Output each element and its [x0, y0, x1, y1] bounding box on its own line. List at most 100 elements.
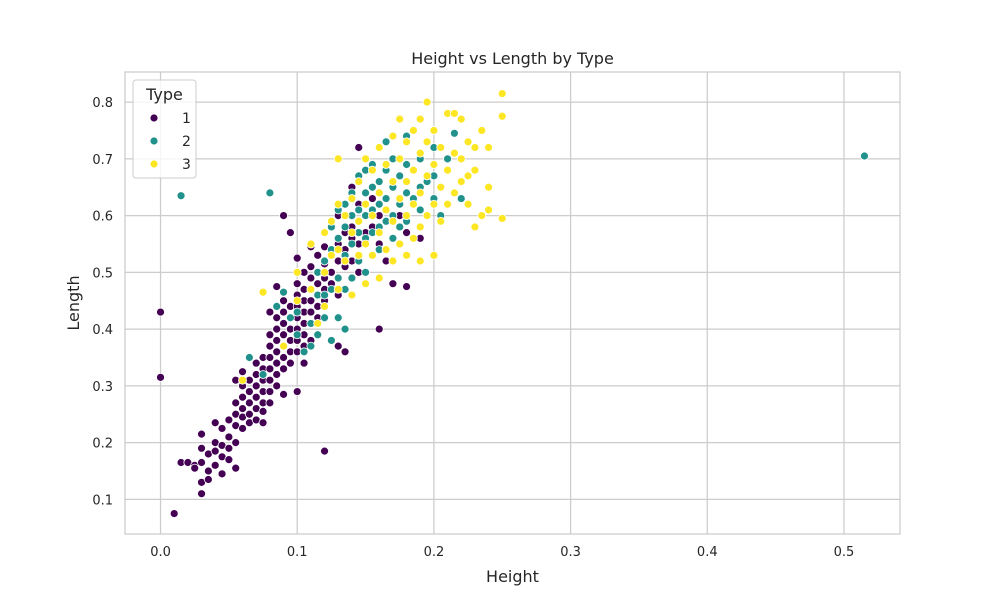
data-point	[279, 307, 288, 317]
data-point	[415, 222, 425, 232]
data-point	[402, 250, 411, 260]
data-point	[484, 205, 493, 215]
data-point	[367, 194, 377, 203]
data-point	[299, 347, 309, 357]
data-point	[354, 205, 364, 215]
data-point	[374, 324, 384, 334]
data-point	[292, 307, 302, 317]
data-point	[197, 429, 206, 439]
data-point	[210, 446, 220, 456]
data-point	[285, 228, 295, 238]
data-point	[231, 463, 241, 473]
data-point	[456, 114, 466, 124]
data-point	[320, 228, 329, 238]
data-point	[333, 273, 343, 283]
data-point	[340, 324, 350, 334]
data-point	[279, 287, 288, 297]
data-point	[395, 154, 405, 164]
data-point	[333, 154, 343, 164]
data-point	[402, 228, 411, 238]
data-point	[470, 222, 480, 232]
data-point	[463, 171, 473, 181]
data-point	[244, 353, 254, 362]
data-point	[395, 194, 405, 203]
data-point	[388, 216, 398, 226]
data-point	[279, 364, 288, 374]
data-point	[422, 97, 432, 107]
data-point	[395, 114, 405, 124]
data-point	[409, 233, 418, 243]
data-point	[224, 415, 234, 425]
data-point	[279, 341, 288, 351]
data-point	[313, 279, 323, 289]
data-point	[272, 381, 282, 391]
data-point	[436, 143, 446, 152]
data-point	[272, 313, 282, 323]
data-point	[238, 404, 247, 413]
data-point	[320, 267, 329, 277]
data-point	[354, 177, 364, 186]
data-point	[320, 256, 329, 266]
data-point	[381, 137, 391, 147]
data-point	[374, 273, 384, 283]
data-point	[320, 290, 329, 300]
data-point	[409, 199, 418, 209]
data-point	[265, 364, 275, 374]
data-point	[285, 313, 295, 323]
data-point	[361, 154, 370, 164]
data-point	[306, 296, 316, 306]
plot-area	[125, 72, 900, 534]
data-point	[292, 330, 302, 340]
data-point	[272, 370, 282, 379]
data-point	[313, 319, 323, 328]
data-point	[381, 205, 391, 215]
data-point	[443, 165, 452, 175]
data-point	[361, 279, 370, 289]
data-point	[333, 199, 343, 209]
data-point	[299, 358, 309, 368]
data-point	[292, 267, 302, 277]
data-point	[238, 367, 247, 377]
data-point	[265, 307, 275, 317]
data-point	[265, 188, 275, 198]
data-point	[176, 191, 186, 201]
data-point	[258, 407, 268, 416]
y-tick-labels: 0.1 0.2 0.3 0.4 0.5 0.6 0.7 0.8	[92, 96, 113, 508]
data-point	[450, 148, 459, 158]
legend-label: 1	[182, 111, 191, 127]
legend-item: 3	[149, 157, 191, 173]
data-point	[484, 182, 493, 192]
data-point	[497, 111, 507, 121]
data-point	[285, 358, 295, 368]
data-point	[272, 336, 282, 345]
data-point	[292, 296, 302, 306]
data-point	[456, 177, 466, 186]
plot-frame	[124, 71, 901, 535]
y-tick-label: 0.6	[92, 210, 113, 225]
data-point	[470, 165, 480, 175]
data-point	[169, 509, 179, 518]
data-point	[326, 250, 336, 260]
data-point	[381, 160, 391, 169]
data-point	[450, 109, 459, 118]
data-point	[367, 165, 377, 175]
data-point	[415, 256, 425, 266]
data-point	[320, 313, 329, 323]
data-point	[429, 160, 439, 169]
data-point	[197, 443, 206, 453]
data-point	[361, 188, 370, 198]
data-point	[313, 250, 323, 260]
chart-title: Height vs Length by Type	[411, 49, 614, 68]
data-point	[374, 188, 384, 198]
x-tick-labels: 0.0 0.1 0.2 0.3 0.4 0.5	[150, 545, 854, 560]
data-point	[436, 182, 446, 192]
data-point	[190, 463, 200, 473]
legend-marker	[149, 136, 159, 146]
data-point	[402, 160, 411, 169]
data-point	[354, 250, 364, 260]
data-point	[477, 211, 487, 220]
x-tick-label: 0.0	[150, 545, 171, 560]
data-point	[265, 387, 275, 396]
data-point	[415, 188, 425, 198]
y-tick-label: 0.1	[92, 493, 113, 508]
